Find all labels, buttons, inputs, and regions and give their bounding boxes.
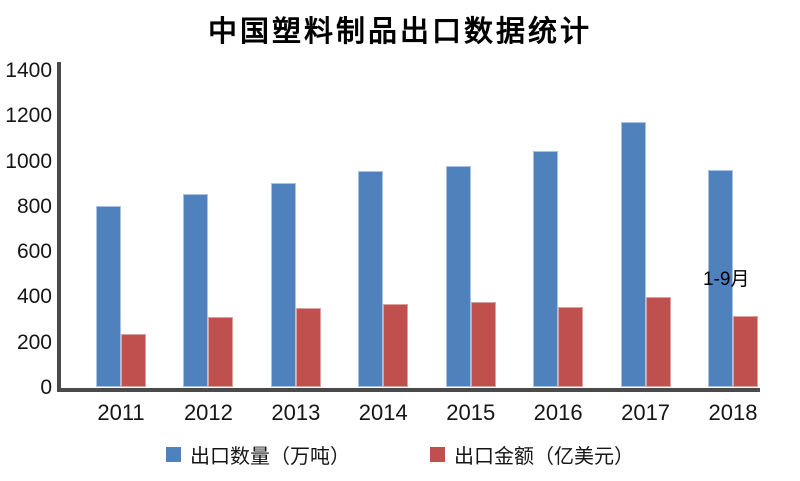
x-axis-line [57, 388, 760, 392]
legend-item-export-value: 出口金额（亿美元） [430, 440, 634, 469]
x-tick-label-2012: 2012 [183, 400, 233, 425]
x-tick-label-2018: 2018 [708, 400, 758, 425]
bar-export-volume-2012 [183, 194, 209, 387]
bar-export-value-2018 [733, 316, 758, 387]
bar-export-volume-2011 [96, 206, 121, 387]
y-tick-label-0: 0 [40, 376, 52, 399]
bar-export-volume-2015 [445, 165, 471, 387]
bar-annotation: 1-9月 [703, 269, 750, 290]
y-tick-label-1000: 1000 [5, 149, 52, 173]
y-tick-label-1400: 1400 [5, 59, 52, 82]
bar-export-volume-2016 [533, 151, 559, 387]
x-tick-label-2017: 2017 [621, 400, 671, 425]
chart-title: 中国塑料制品出口数据统计 [207, 16, 592, 48]
bar-export-value-2013 [295, 307, 321, 387]
legend-swatch-blue [166, 447, 181, 462]
y-tick-label-800: 800 [16, 194, 52, 218]
x-tick-label-2016: 2016 [533, 400, 583, 425]
y-tick-label-400: 400 [16, 285, 52, 309]
y-axis-line [57, 62, 61, 392]
x-tick-label-2011: 2011 [97, 400, 145, 425]
legend: 出口数量（万吨） 出口金额（亿美元） [0, 440, 800, 469]
legend-label-export-volume: 出口数量（万吨） [190, 446, 350, 468]
legend-item-export-volume: 出口数量（万吨） [166, 440, 350, 469]
bar-export-value-2016 [558, 307, 584, 387]
x-tick-label-2014: 2014 [358, 400, 408, 425]
bar-export-volume-2014 [358, 170, 384, 387]
y-tick-label-200: 200 [16, 330, 52, 354]
bar-export-volume-2018 [708, 170, 733, 387]
legend-label-export-value: 出口金额（亿美元） [454, 446, 634, 468]
y-tick-label-600: 600 [16, 240, 52, 264]
bar-export-value-2012 [208, 316, 234, 387]
bar-export-volume-2017 [620, 121, 646, 387]
bar-export-volume-2013 [270, 183, 296, 387]
bar-export-value-2017 [645, 296, 671, 387]
x-tick-label-2013: 2013 [271, 400, 321, 425]
legend-swatch-red [430, 447, 445, 462]
bar-export-value-2015 [470, 302, 496, 387]
y-tick-label-1200: 1200 [5, 104, 52, 128]
x-tick-label-2015: 2015 [446, 400, 496, 425]
bar-export-value-2014 [383, 304, 409, 387]
bar-export-value-2011 [121, 334, 146, 387]
